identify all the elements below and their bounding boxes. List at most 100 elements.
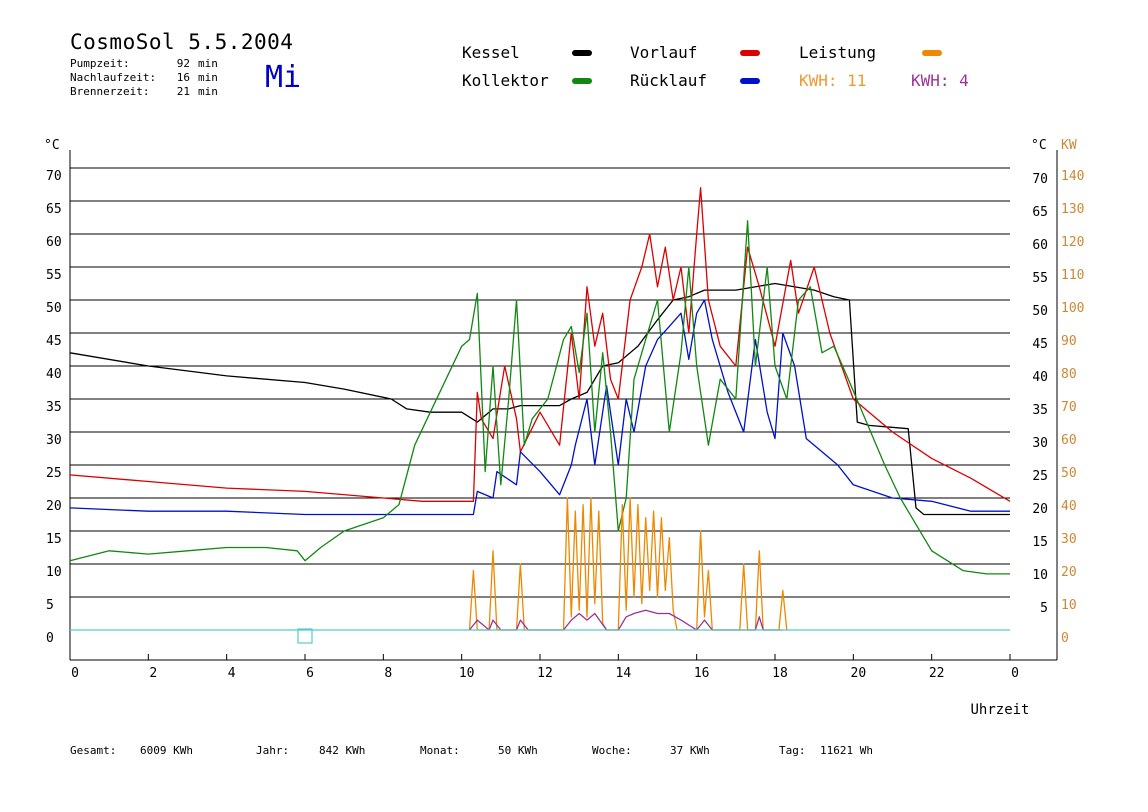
y-tick-label-right: 35	[1032, 403, 1048, 418]
y-tick-label-right: 50	[1032, 304, 1048, 319]
footer-gesamt-label: Gesamt:	[70, 744, 117, 757]
stat-label: Pumpzeit:	[70, 57, 130, 70]
legend-kessel-label: Kessel	[462, 43, 520, 62]
x-tick-label: 12	[537, 666, 553, 681]
kwh-leistung: KWH: 11	[799, 71, 867, 90]
y2-tick-label: 120	[1061, 235, 1084, 250]
y-tick-label-right: 65	[1032, 205, 1048, 220]
y-unit-right: °C	[1031, 138, 1047, 153]
stat-label: Nachlaufzeit:	[70, 71, 157, 84]
y2-tick-label: 0	[1061, 631, 1069, 646]
legend-leistung-swatch	[922, 50, 942, 56]
y-tick-label-left: 0	[46, 631, 54, 646]
footer-tag-value: 11621 Wh	[820, 744, 873, 757]
legend-kessel-swatch	[572, 50, 592, 56]
stat-pumpzeit: Pumpzeit: 92 min	[70, 57, 218, 70]
y-tick-label-left: 50	[46, 301, 62, 316]
y-tick-label-right: 10	[1032, 568, 1048, 583]
y-tick-label-left: 40	[46, 367, 62, 382]
y2-tick-label: 70	[1061, 400, 1077, 415]
kwh-secondary: KWH: 4	[911, 71, 969, 90]
stat-nachlaufzeit: Nachlaufzeit: 16 min	[70, 71, 218, 84]
x-tick-label: 4	[228, 666, 236, 681]
y2-tick-label: 40	[1061, 499, 1077, 514]
y2-tick-label: 10	[1061, 598, 1077, 613]
y-tick-label-left: 10	[46, 565, 62, 580]
footer-woche-label: Woche:	[592, 744, 632, 757]
y-tick-label-left: 35	[46, 400, 62, 415]
y-tick-label-right: 15	[1032, 535, 1048, 550]
legend-ruecklauf-label: Rücklauf	[630, 71, 708, 90]
x-tick-label: 6	[306, 666, 314, 681]
stat-value: 16	[176, 71, 190, 84]
stat-brennerzeit: Brennerzeit: 21 min	[70, 85, 218, 98]
legend-ruecklauf-swatch	[740, 78, 760, 84]
y-tick-label-left: 45	[46, 334, 62, 349]
footer-jahr-label: Jahr:	[256, 744, 290, 757]
weekday-label: Mi	[265, 60, 302, 95]
series-line-vorlauf	[69, 187, 1011, 502]
y2-tick-label: 140	[1061, 169, 1084, 184]
y2-tick-label: 110	[1061, 268, 1084, 283]
x-tick-label: 16	[694, 666, 710, 681]
y2-tick-label: 130	[1061, 202, 1084, 217]
y-tick-label-left: 30	[46, 433, 62, 448]
x-tick-label: 20	[851, 666, 867, 681]
footer-tag-label: Tag:	[779, 744, 806, 757]
y-tick-label-left: 55	[46, 268, 62, 283]
footer-jahr-value: 842 KWh	[319, 744, 366, 757]
y-tick-label-right: 40	[1032, 370, 1048, 385]
stat-unit: min	[198, 85, 218, 98]
baseline-marker	[297, 628, 313, 644]
legend-vorlauf-label: Vorlauf	[630, 43, 698, 62]
y-tick-label-right: 20	[1032, 502, 1048, 517]
y-tick-label-left: 60	[46, 235, 62, 250]
x-axis-label: Uhrzeit	[970, 702, 1029, 718]
stat-value: 92	[176, 57, 190, 70]
footer-monat-value: 50 KWh	[498, 744, 538, 757]
x-tick-label: 2	[149, 666, 157, 681]
y-tick-label-left: 70	[46, 169, 62, 184]
y-tick-label-right: 25	[1032, 469, 1048, 484]
x-tick-label: 0	[71, 666, 79, 681]
legend-kollektor-label: Kollektor	[462, 71, 549, 90]
y-tick-label-left: 20	[46, 499, 62, 514]
y-unit-left: °C	[44, 138, 60, 153]
x-tick-label: 18	[772, 666, 788, 681]
y-tick-label-right: 60	[1032, 238, 1048, 253]
legend-kollektor-swatch	[572, 78, 592, 84]
series-line-rcklauf	[69, 299, 1010, 516]
x-tick-label: 8	[384, 666, 392, 681]
legend-leistung-label: Leistung	[799, 43, 877, 62]
stat-unit: min	[198, 71, 218, 84]
y2-tick-label: 20	[1061, 565, 1077, 580]
stat-unit: min	[198, 57, 218, 70]
y-tick-label-right: 30	[1032, 436, 1048, 451]
stat-value: 21	[176, 85, 190, 98]
y2-tick-label: 100	[1061, 301, 1084, 316]
footer-monat-label: Monat:	[420, 744, 460, 757]
y-tick-label-right: 5	[1040, 601, 1048, 616]
footer-gesamt-value: 6009 KWh	[140, 744, 193, 757]
y2-unit: KW	[1061, 138, 1077, 153]
stat-label: Brennerzeit:	[70, 85, 150, 98]
series-line-kollektor	[69, 220, 1010, 575]
x-tick-label: 10	[459, 666, 475, 681]
legend-vorlauf-swatch	[740, 50, 760, 56]
y2-tick-label: 80	[1061, 367, 1077, 382]
y2-tick-label: 50	[1061, 466, 1077, 481]
page-title: CosmoSol 5.5.2004	[70, 30, 294, 54]
y2-tick-label: 30	[1061, 532, 1077, 547]
footer-woche-value: 37 KWh	[670, 744, 710, 757]
y-tick-label-right: 45	[1032, 337, 1048, 352]
series-line-kessel	[69, 282, 1010, 516]
y-tick-label-right: 70	[1032, 172, 1048, 187]
x-tick-label: 14	[616, 666, 632, 681]
x-tick-label: 0	[1011, 666, 1019, 681]
y-tick-label-left: 5	[46, 598, 54, 613]
y2-tick-label: 90	[1061, 334, 1077, 349]
y2-tick-label: 60	[1061, 433, 1077, 448]
x-tick-label: 22	[929, 666, 945, 681]
y-tick-label-left: 65	[46, 202, 62, 217]
